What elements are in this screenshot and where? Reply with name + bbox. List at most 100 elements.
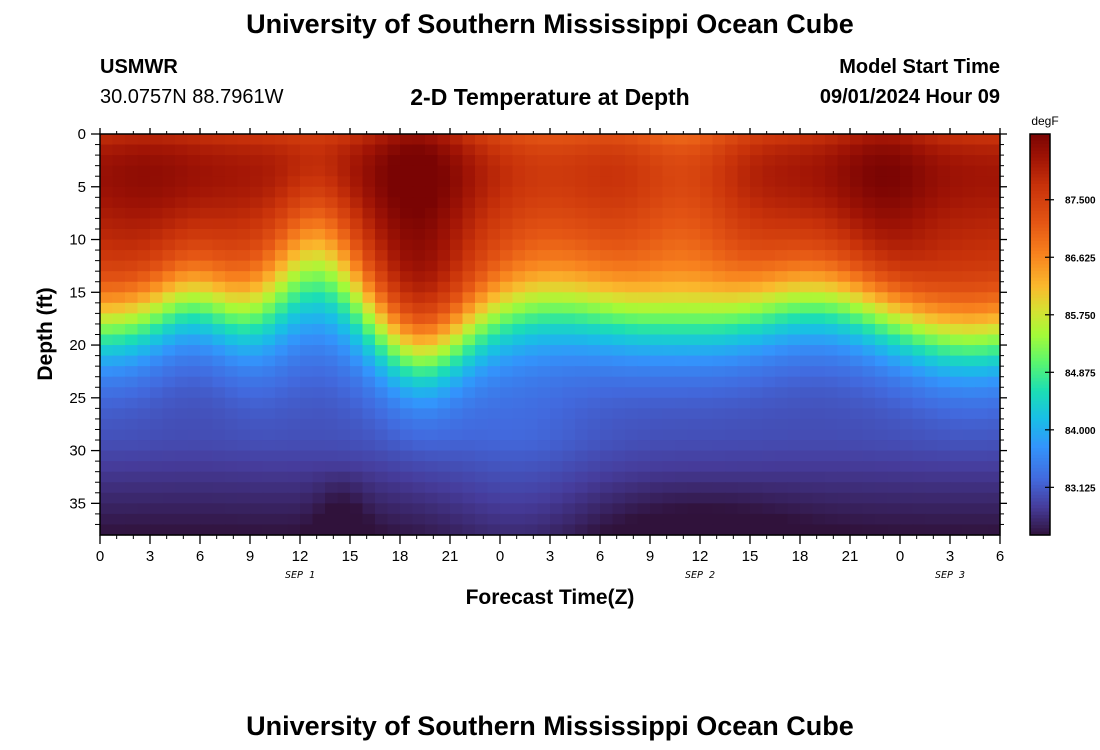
heatmap-cell: [937, 186, 951, 198]
heatmap-cell: [225, 176, 239, 188]
heatmap-cell: [100, 492, 114, 504]
heatmap-cell: [125, 228, 139, 241]
heatmap-cell: [625, 376, 639, 388]
heatmap-cell: [212, 366, 226, 378]
heatmap-cell: [150, 218, 164, 230]
heatmap-cell: [212, 345, 226, 357]
heatmap-cell: [775, 366, 789, 378]
heatmap-cell: [962, 524, 976, 536]
heatmap-cell: [575, 355, 589, 367]
heatmap-cell: [887, 503, 901, 515]
heatmap-cell: [887, 408, 901, 420]
heatmap-cell: [150, 271, 164, 283]
heatmap-cell: [187, 155, 201, 167]
heatmap-cell: [350, 397, 364, 409]
heatmap-cell: [225, 418, 239, 431]
heatmap-cell: [537, 471, 551, 483]
heatmap-cell: [575, 250, 589, 262]
heatmap-cell: [900, 387, 914, 399]
heatmap-cell: [550, 387, 564, 399]
heatmap-cell: [262, 397, 276, 409]
heatmap-cell: [975, 418, 989, 431]
heatmap-cell: [937, 440, 951, 452]
heatmap-cell: [612, 281, 626, 293]
heatmap-cell: [812, 134, 826, 146]
heatmap-cell: [500, 228, 514, 241]
heatmap-cell: [400, 250, 414, 262]
heatmap-cell: [837, 366, 851, 378]
heatmap-cell: [875, 186, 889, 198]
heatmap-cell: [537, 387, 551, 399]
heatmap-cell: [612, 397, 626, 409]
heatmap-cell: [362, 134, 376, 146]
heatmap-cell: [525, 271, 539, 283]
heatmap-cell: [450, 345, 464, 357]
heatmap-cell: [150, 355, 164, 367]
heatmap-cell: [450, 134, 464, 146]
colorbar-segment: [1030, 321, 1050, 326]
heatmap-cell: [725, 207, 739, 220]
heatmap-cell: [350, 408, 364, 420]
heatmap-cell: [587, 207, 601, 220]
heatmap-cell: [737, 218, 751, 230]
heatmap-cell: [600, 313, 614, 325]
heatmap-cell: [687, 524, 701, 536]
heatmap-cell: [712, 207, 726, 220]
heatmap-cell: [412, 176, 426, 188]
heatmap-cell: [425, 429, 439, 441]
heatmap-cell: [587, 239, 601, 251]
heatmap-cell: [837, 355, 851, 367]
heatmap-cell: [450, 176, 464, 188]
heatmap-cell: [950, 429, 964, 441]
heatmap-cell: [512, 239, 526, 251]
heatmap-cell: [787, 260, 801, 272]
heatmap-cell: [937, 418, 951, 431]
heatmap-cell: [700, 355, 714, 367]
colorbar-segment: [1030, 391, 1050, 396]
heatmap-cell: [287, 239, 301, 251]
heatmap-cell: [825, 450, 839, 462]
heatmap-cell: [937, 387, 951, 399]
heatmap-cell: [562, 218, 576, 230]
heatmap-cell: [237, 228, 251, 241]
heatmap-cell: [975, 271, 989, 283]
heatmap-cell: [550, 334, 564, 346]
heatmap-cell: [112, 260, 126, 272]
heatmap-cell: [187, 461, 201, 473]
heatmap-cell: [400, 450, 414, 462]
heatmap-cell: [275, 207, 289, 220]
heatmap-cell: [787, 513, 801, 526]
heatmap-cell: [162, 440, 176, 452]
heatmap-cell: [650, 513, 664, 526]
heatmap-cell: [887, 228, 901, 241]
heatmap-cell: [812, 387, 826, 399]
heatmap-cell: [312, 387, 326, 399]
heatmap-cell: [925, 366, 939, 378]
heatmap-cell: [812, 207, 826, 220]
heatmap-cell: [450, 355, 464, 367]
heatmap-cell: [200, 218, 214, 230]
heatmap-cell: [162, 134, 176, 146]
heatmap-cell: [862, 207, 876, 220]
heatmap-cell: [712, 471, 726, 483]
heatmap-cell: [487, 144, 501, 156]
heatmap-cell: [487, 313, 501, 325]
heatmap-cell: [137, 503, 151, 515]
heatmap-cell: [825, 461, 839, 473]
heatmap-cell: [137, 165, 151, 177]
heatmap-cell: [787, 313, 801, 325]
heatmap-cell: [975, 186, 989, 198]
colorbar-tick-label: 86.625: [1065, 253, 1096, 264]
heatmap-cell: [762, 292, 776, 304]
heatmap-cell: [525, 323, 539, 336]
heatmap-cell: [150, 144, 164, 156]
heatmap-cell: [937, 345, 951, 357]
heatmap-cell: [912, 492, 926, 504]
heatmap-cell: [300, 366, 314, 378]
heatmap-cell: [700, 218, 714, 230]
heatmap-cell: [762, 408, 776, 420]
heatmap-cell: [225, 355, 239, 367]
heatmap-cell: [375, 461, 389, 473]
heatmap-cell: [687, 418, 701, 431]
heatmap-cell: [137, 440, 151, 452]
